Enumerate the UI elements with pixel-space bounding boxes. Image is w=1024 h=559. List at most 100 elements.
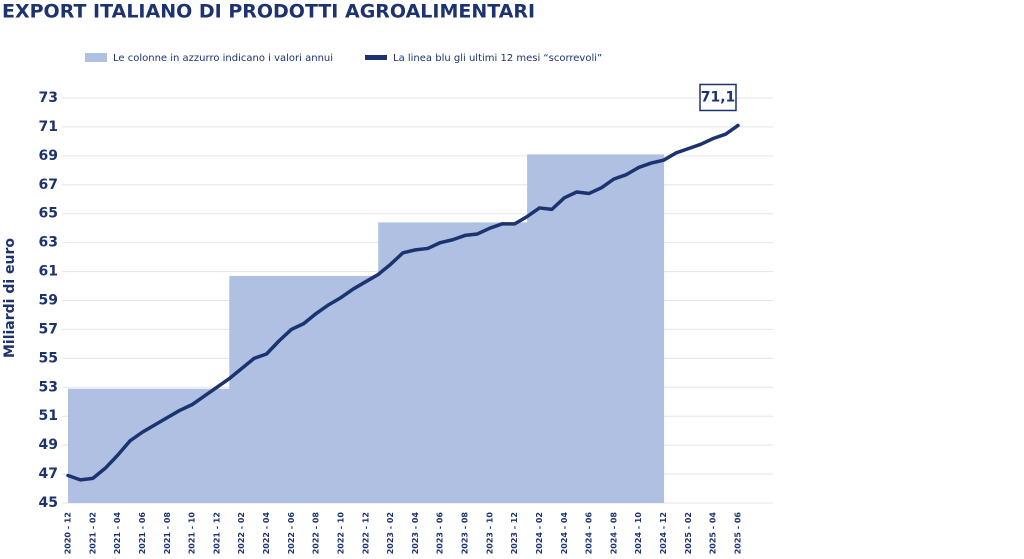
bar [291,275,305,503]
x-tick-label: 2023 - 12 [510,512,519,554]
bar [390,222,404,503]
legend-label: Le colonne in azzurro indicano i valori … [113,53,333,64]
bar [415,222,429,503]
bar [626,154,640,504]
bar [303,275,317,503]
bar [92,388,106,503]
bar [489,222,503,503]
bar [613,154,627,504]
x-tick-label: 2022 - 12 [361,512,370,554]
x-tick-label: 2025 - 02 [684,512,693,554]
y-tick-label: 53 [39,379,58,395]
x-tick-label: 2024 - 10 [634,512,643,555]
x-tick-label: 2024 - 02 [535,512,544,554]
x-tick-label: 2022 - 08 [312,512,321,555]
bar [427,222,441,503]
x-tick-label: 2023 - 08 [461,512,470,555]
bar [68,388,81,503]
x-tick-label: 2021 - 10 [188,512,197,555]
bar [340,275,354,503]
x-tick-label: 2025 - 06 [734,512,743,555]
x-tick-label: 2024 - 08 [609,512,618,555]
y-tick-label: 55 [39,350,58,366]
bar [365,275,379,503]
value-label-box [699,83,737,112]
x-tick-label: 2021 - 02 [88,512,97,554]
legend-swatch [85,53,107,62]
y-tick-label: 69 [39,148,58,164]
x-tick-label: 2022 - 10 [336,512,345,555]
bar [316,275,330,503]
x-tick-label: 2021 - 12 [212,512,221,554]
bar [216,388,230,503]
x-tick-label: 2023 - 06 [436,512,445,555]
x-tick-label: 2025 - 04 [709,512,718,555]
bar [229,275,243,503]
y-tick-label: 61 [39,264,58,280]
bar [440,222,454,503]
x-tick-label: 2021 - 06 [138,512,147,555]
y-axis-label: Miliardi di euro [2,238,18,358]
bar [638,154,652,504]
bar [278,275,292,503]
x-tick-label: 2024 - 12 [659,512,668,554]
bar [589,154,603,504]
bar [80,388,94,503]
y-tick-label: 45 [39,495,58,511]
bar [266,275,280,503]
bar [105,388,119,503]
bar [564,154,578,504]
y-tick-label: 71 [39,119,58,135]
y-tick-label: 51 [39,408,58,424]
x-tick-label: 2023 - 04 [411,512,420,555]
bar [142,388,156,503]
bar [204,388,218,503]
legend-label: La linea blu gli ultimi 12 mesi “scorrev… [393,53,602,64]
bar [452,222,466,503]
bar [502,222,516,503]
y-tick-label: 73 [39,90,58,106]
x-tick-label: 2022 - 02 [237,512,246,554]
bar [241,275,255,503]
legend-swatch [365,55,387,60]
y-tick-label: 49 [39,437,58,453]
bar [527,154,540,504]
chart-title: EXPORT ITALIANO DI PRODOTTI AGROALIMENTA… [2,1,535,23]
bar [551,154,565,504]
x-tick-label: 2021 - 08 [163,512,172,555]
x-tick-label: 2023 - 10 [485,512,494,555]
bar [167,388,181,503]
bar [539,154,553,504]
x-tick-label: 2021 - 04 [113,512,122,555]
x-tick-label: 2020 - 12 [64,512,73,554]
bar [477,222,491,503]
x-tick-label: 2022 - 06 [287,512,296,555]
x-tick-label: 2022 - 04 [262,512,271,555]
y-tick-label: 59 [39,293,58,309]
bar [601,154,615,504]
x-tick-label: 2024 - 04 [560,512,569,555]
bar [254,275,268,503]
bar [353,275,367,503]
x-tick-label: 2023 - 02 [386,512,395,554]
y-tick-label: 63 [39,235,58,251]
y-tick-label: 67 [39,177,58,193]
y-tick-label: 47 [39,466,58,482]
y-tick-label: 65 [39,206,58,222]
bar [514,222,528,503]
bar [465,222,478,503]
value-label: 71,1 [701,89,736,105]
bar [154,388,168,503]
bar [378,222,392,503]
bar [403,222,416,503]
y-tick-label: 57 [39,321,58,337]
bar [576,154,590,504]
bar [130,388,143,503]
bar [651,154,665,504]
line [66,123,740,482]
bar [179,388,193,503]
x-tick-label: 2024 - 06 [585,512,594,555]
bar [328,275,342,503]
bar [192,388,205,503]
